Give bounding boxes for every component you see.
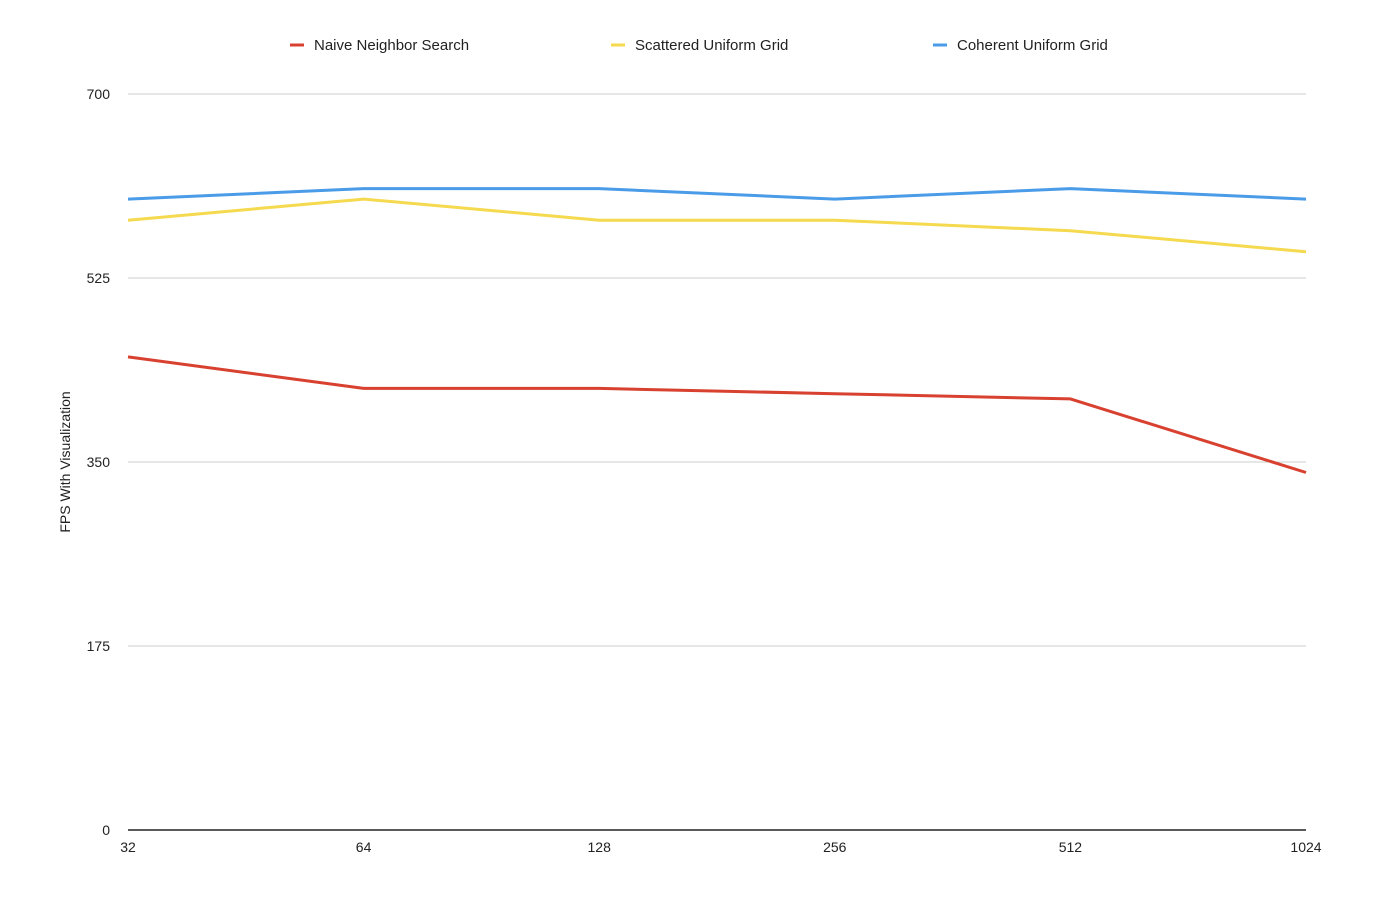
grid-lines [128, 93, 1306, 647]
series-lines [127, 187, 1307, 474]
x-tick-label: 64 [356, 839, 372, 855]
y-tick-label: 175 [87, 638, 111, 654]
x-tick-label: 32 [120, 839, 136, 855]
x-axis: 32 64 128 256 512 1024 [120, 839, 1322, 855]
y-tick-label: 700 [87, 86, 111, 102]
legend-item: Naive Neighbor Search [290, 37, 469, 54]
series-line-3 [127, 187, 1307, 201]
y-tick-label: 525 [87, 270, 111, 286]
legend-item: Coherent Uniform Grid [933, 37, 1108, 54]
legend-label: Coherent Uniform Grid [957, 37, 1108, 54]
x-tick-label: 1024 [1290, 839, 1321, 855]
legend-label: Scattered Uniform Grid [635, 37, 788, 54]
x-tick-label: 256 [823, 839, 847, 855]
legend-item: Scattered Uniform Grid [611, 37, 788, 54]
legend-label: Naive Neighbor Search [314, 37, 469, 54]
series-line-1 [127, 355, 1307, 474]
legend: Naive Neighbor Search Scattered Uniform G… [290, 37, 1108, 54]
y-axis: 0 175 350 525 700 [87, 86, 111, 838]
x-tick-label: 128 [588, 839, 612, 855]
x-tick-label: 512 [1059, 839, 1083, 855]
series-line-2 [127, 197, 1307, 254]
y-axis-title: FPS With Visualization [57, 391, 73, 532]
y-tick-label: 0 [102, 822, 110, 838]
y-tick-label: 350 [87, 454, 111, 470]
